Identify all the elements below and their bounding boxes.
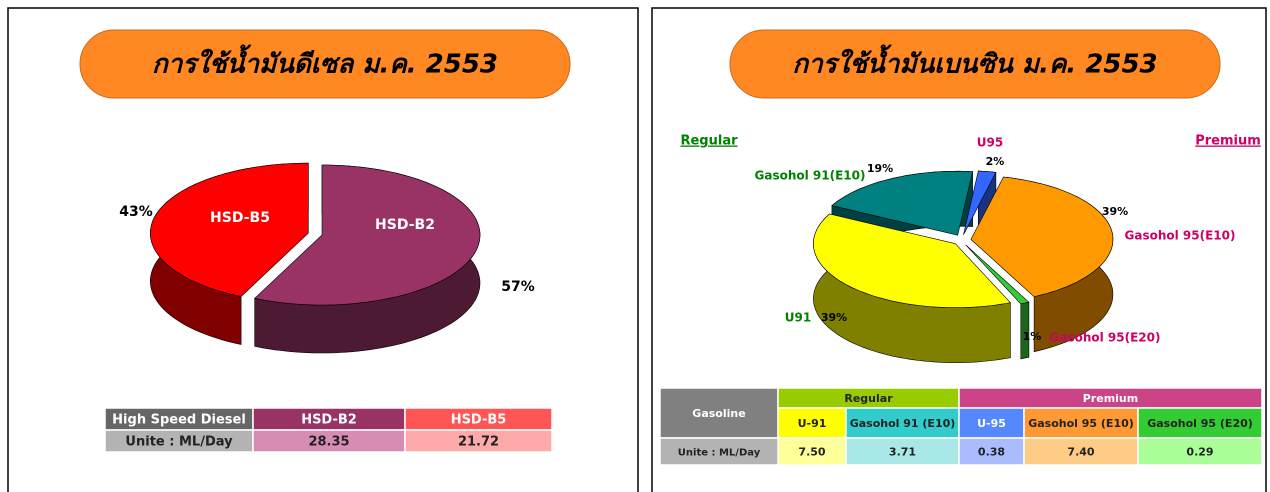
slice-name-label: Gasohol 95(E10) <box>1125 229 1236 243</box>
table-header-cell <box>659 387 779 439</box>
table-header: Gasoline <box>692 407 745 420</box>
pie-slice <box>149 162 309 297</box>
table-group-header: Premium <box>1083 392 1138 405</box>
table-cell-cell <box>1137 437 1263 466</box>
slice-name-label: Gasohol 95(E20) <box>1050 331 1161 345</box>
table-column-header: Gasohol 91 (E10) <box>850 417 956 430</box>
title-pill <box>79 29 571 99</box>
table-group-header: Regular <box>844 392 893 405</box>
pie-slice <box>813 213 1011 308</box>
table-column-header: U-91 <box>798 417 827 430</box>
table-cell: 3.71 <box>889 446 916 459</box>
group-annotation: Regular <box>680 134 738 149</box>
table-cell: 21.72 <box>458 435 499 450</box>
table-cell: 0.38 <box>978 446 1005 459</box>
title-pill <box>729 29 1221 99</box>
table-column-header-cell <box>777 407 847 439</box>
table-header: HSD-B5 <box>451 413 507 428</box>
table-row-label-cell <box>659 437 779 466</box>
table-cell: 28.35 <box>308 435 349 450</box>
chart-title: การใช้น้ำมันดีเซล ม.ค. 2553 <box>152 44 498 80</box>
group-annotation: Premium <box>1195 134 1261 149</box>
slice-name-label: HSD-B5 <box>210 210 270 226</box>
pie-slice <box>970 176 1114 298</box>
slice-value-label: 2% <box>986 155 1005 168</box>
table-header: High Speed Diesel <box>112 413 246 428</box>
table-cell-cell <box>404 429 553 453</box>
slice-value-label: 1% <box>1023 330 1042 343</box>
slice-value-label: 39% <box>821 311 847 324</box>
pie-slice <box>254 164 481 306</box>
table-column-header: Gasohol 95 (E20) <box>1147 417 1253 430</box>
table-header: HSD-B2 <box>301 413 357 428</box>
slice-value-label: 43% <box>119 204 153 220</box>
table-column-header: U-95 <box>977 417 1006 430</box>
table-column-header-cell <box>1137 407 1263 439</box>
slice-name-label: HSD-B2 <box>375 217 435 233</box>
slice-value-label: 39% <box>1102 205 1128 218</box>
slice-name-label: Gasohol 91(E10) <box>755 169 866 183</box>
table-cell-cell <box>958 437 1025 466</box>
pie-slice <box>963 170 997 235</box>
slice-value-label: 57% <box>501 279 535 295</box>
slice-value-label: 19% <box>867 162 893 175</box>
table-cell: 7.40 <box>1067 446 1094 459</box>
panel-border <box>7 7 639 492</box>
pie-slice <box>831 170 973 236</box>
pie-slice <box>965 244 1030 305</box>
table-column-header-cell <box>845 407 960 439</box>
table-cell-cell <box>845 437 960 466</box>
table-cell: 7.50 <box>798 446 825 459</box>
slice-name-label: U95 <box>977 136 1003 150</box>
table-cell: 0.29 <box>1186 446 1213 459</box>
table-row-label: Unite : ML/Day <box>678 448 761 459</box>
table-column-header: Gasohol 95 (E10) <box>1028 417 1134 430</box>
chart-title: การใช้น้ำมันเบนซิน ม.ค. 2553 <box>792 44 1157 80</box>
table-cell-cell <box>1023 437 1139 466</box>
slice-name-label: U91 <box>785 311 811 325</box>
panel-border <box>651 7 1267 492</box>
table-cell: Unite : ML/Day <box>125 435 233 450</box>
table-cell-cell <box>777 437 847 466</box>
